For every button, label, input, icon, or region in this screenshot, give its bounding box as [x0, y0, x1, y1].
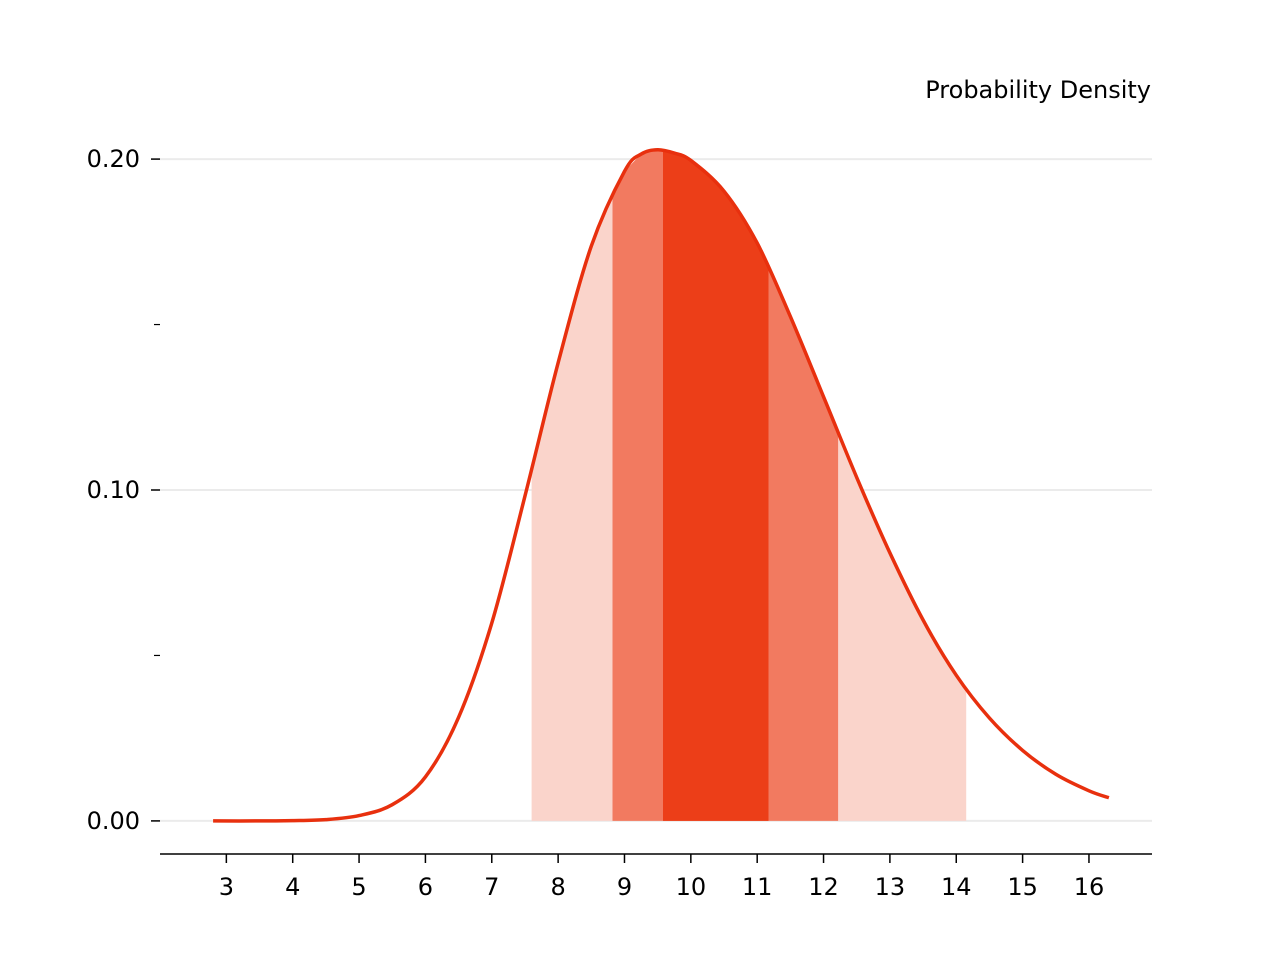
x-axis: 3 4 5 6 7 8 9 10 11 12 13 14 15 16: [160, 853, 1152, 901]
x-tick-label-0: 3: [219, 873, 234, 901]
x-tick-label-2: 5: [351, 873, 366, 901]
x-tick-label-10: 13: [875, 873, 906, 901]
y-tick-label-0: 0.00: [87, 807, 140, 835]
credible-interval-bands: [531, 149, 967, 821]
x-tick-label-13: 16: [1074, 873, 1105, 901]
y-tick-label-1: 0.10: [87, 476, 140, 504]
interval-band-2: [663, 150, 769, 821]
y-axis: 0.00 0.10 0.20: [87, 145, 160, 835]
density-curve-layer: [213, 148, 1110, 823]
x-tick-label-3: 6: [418, 873, 433, 901]
x-tick-label-6: 9: [617, 873, 632, 901]
x-tick-label-12: 15: [1007, 873, 1038, 901]
density-curve: [213, 148, 1110, 823]
y-axis-label: Probability Density: [925, 76, 1151, 104]
x-tick-label-1: 4: [285, 873, 300, 901]
x-tick-label-7: 10: [676, 873, 707, 901]
x-tick-label-5: 8: [550, 873, 565, 901]
x-tick-label-8: 11: [742, 873, 773, 901]
y-tick-label-2: 0.20: [87, 145, 140, 173]
x-tick-label-11: 14: [941, 873, 972, 901]
x-tick-label-9: 12: [808, 873, 839, 901]
x-tick-label-4: 7: [484, 873, 499, 901]
